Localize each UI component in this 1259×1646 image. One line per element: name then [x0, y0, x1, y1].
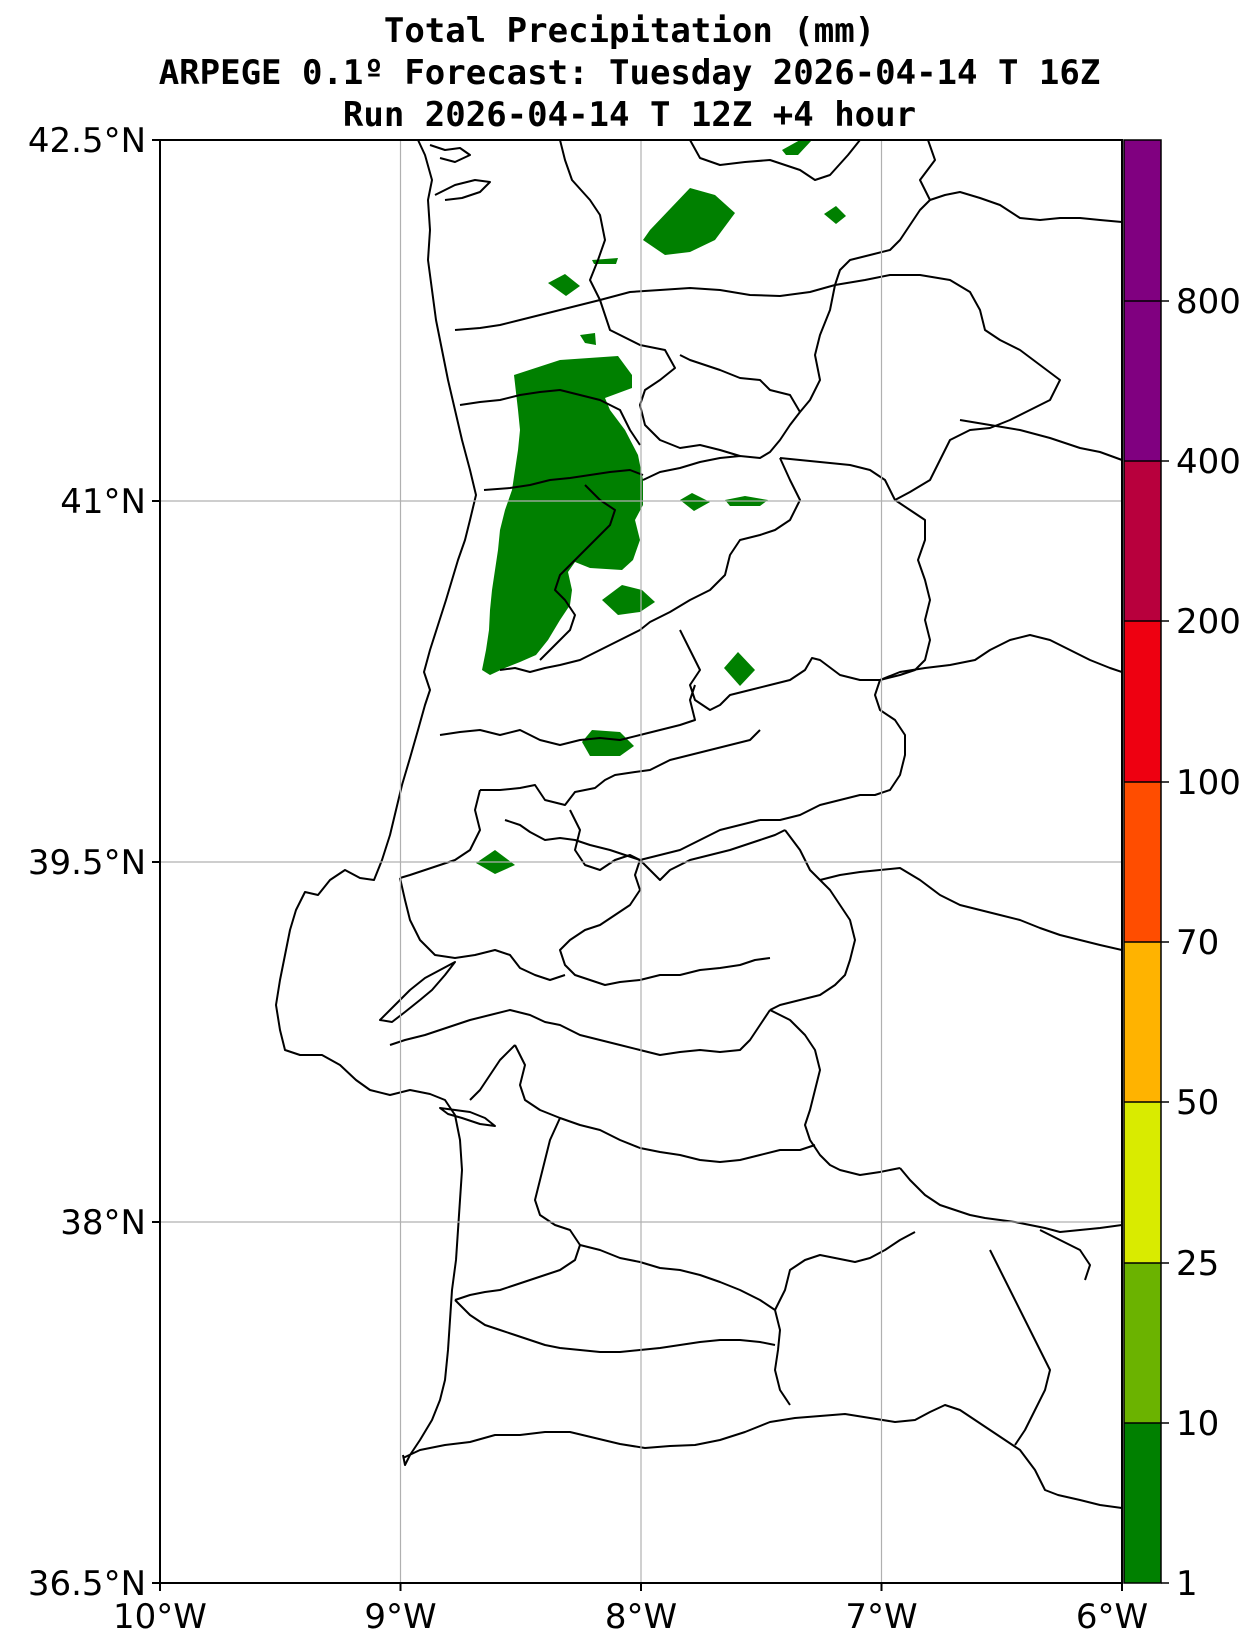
border-distr-20	[399, 877, 566, 981]
colorbar-segment-7	[1124, 461, 1161, 621]
precip-areas	[476, 140, 846, 874]
precip-area-small-1	[548, 274, 580, 296]
lon-label-8w: 8°W	[605, 1597, 677, 1637]
lon-label-7w: 7°W	[845, 1597, 917, 1637]
colorbar-segment-2	[1124, 1263, 1161, 1423]
grid-lines	[160, 140, 1122, 1583]
colorbar-label-10: 10	[1176, 1404, 1219, 1444]
border-spain-north	[559, 140, 1122, 301]
colorbar-label-70: 70	[1176, 923, 1219, 963]
lat-label-38n: 38°N	[60, 1203, 146, 1243]
border-distr-17	[559, 859, 771, 986]
lon-label-9w: 9°W	[364, 1597, 436, 1637]
boundaries	[275, 140, 1122, 1509]
border-distr-23	[514, 1044, 816, 1163]
coastline	[275, 140, 477, 1466]
precip-area-small-4	[602, 585, 655, 615]
colorbar-frame	[1123, 139, 1162, 1584]
sado-estuary	[439, 1107, 496, 1127]
tagus-estuary	[379, 961, 456, 1023]
precip-area-small-2	[580, 333, 596, 345]
lat-label-39-5n: 39.5°N	[28, 843, 146, 883]
precip-area-small-11	[782, 140, 812, 155]
border-east-spain-2	[959, 419, 1122, 461]
border-distr-19	[819, 867, 1122, 951]
border-distr-22	[769, 1009, 901, 1176]
colorbar-label-50: 50	[1176, 1083, 1219, 1123]
lon-label-10w: 10°W	[113, 1597, 207, 1637]
colorbar-label-800: 800	[1176, 282, 1241, 322]
colorbar-label-25: 25	[1176, 1244, 1219, 1284]
border-north-small	[429, 144, 471, 163]
lat-labels: 42.5°N 41°N 39.5°N 38°N 36.5°N	[28, 121, 146, 1604]
border-portugal-spain	[642, 284, 836, 481]
border-distr-31	[1039, 1229, 1091, 1281]
border-distr-18	[769, 829, 856, 1011]
colorbar-segment-5	[1124, 782, 1161, 942]
border-distr-4	[459, 389, 641, 446]
border-distr-30	[989, 1249, 1051, 1446]
lon-label-6w: 6°W	[1076, 1597, 1148, 1637]
colorbar-segment-3	[1124, 1102, 1161, 1263]
colorbar-label-1: 1	[1176, 1564, 1198, 1604]
border-north-small-2	[434, 179, 491, 201]
colorbar-segment-1	[1124, 1423, 1161, 1583]
border-distr-13	[480, 729, 761, 806]
border-distr-29	[454, 1299, 776, 1353]
colorbar-label-100: 100	[1176, 763, 1241, 803]
title-line-3: Run 2026-04-14 T 12Z +4 hour	[342, 95, 917, 135]
colorbar: 1 10 25 50 70 100 200 400 800	[1123, 139, 1241, 1604]
border-distr-24	[469, 1044, 516, 1101]
border-distr-6	[539, 484, 616, 661]
border-distr-14	[504, 819, 761, 861]
precip-area-small-5	[680, 493, 710, 511]
lat-label-36-5n: 36.5°N	[28, 1564, 146, 1604]
title-line-1: Total Precipitation (mm)	[383, 11, 876, 51]
border-distr-10	[679, 629, 880, 711]
border-distr-28	[774, 1231, 916, 1311]
border-east-spain	[779, 274, 1061, 501]
coastline-south	[402, 1404, 1122, 1509]
border-distr-9	[879, 634, 1122, 681]
border-distr-25	[454, 1117, 581, 1301]
border-distr-27	[579, 1244, 791, 1406]
tick-marks	[152, 139, 1123, 1591]
colorbar-label-200: 200	[1176, 602, 1241, 642]
title-line-2: ARPEGE 0.1º Forecast: Tuesday 2026-04-14…	[158, 53, 1101, 93]
border-distr-3	[454, 299, 601, 331]
border-distr-11	[760, 679, 906, 821]
border-distr-21	[389, 1009, 771, 1056]
border-distr-26	[899, 1167, 1122, 1233]
lat-label-41n: 41°N	[60, 482, 146, 522]
precip-area-small-10	[824, 206, 846, 224]
border-distr-7	[499, 457, 801, 673]
lat-label-42-5n: 42.5°N	[28, 121, 146, 161]
border-distr-15	[399, 789, 481, 879]
precip-area-north-coast-large	[482, 356, 643, 675]
precip-area-north-east-blob	[643, 188, 735, 255]
precip-area-small-8	[582, 730, 634, 756]
colorbar-segment-4	[1124, 942, 1161, 1102]
border-distr-2	[679, 354, 801, 413]
border-distr-5	[483, 469, 644, 491]
border-north-galicia	[689, 140, 861, 181]
precip-area-small-7	[724, 652, 755, 686]
border-distr-1	[599, 299, 741, 457]
map-title: Total Precipitation (mm) ARPEGE 0.1º For…	[0, 10, 1259, 136]
lon-labels: 10°W 9°W 8°W 7°W 6°W	[113, 1597, 1148, 1637]
border-distr-12	[439, 684, 696, 746]
colorbar-segment-6	[1124, 621, 1161, 782]
border-east-1	[919, 140, 936, 201]
colorbar-label-400: 400	[1176, 442, 1241, 482]
